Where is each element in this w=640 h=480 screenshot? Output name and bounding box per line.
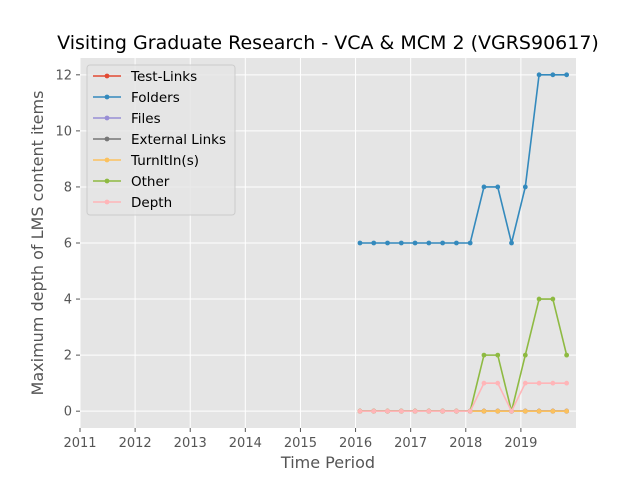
data-point-depth [481, 380, 487, 386]
data-point-depth [440, 408, 446, 414]
data-point-other [481, 352, 487, 358]
data-point-other [522, 352, 528, 358]
data-point-depth [564, 380, 570, 386]
data-point-folders [385, 240, 390, 246]
x-tick-label: 2015 [284, 436, 317, 451]
x-tick-label: 2011 [63, 436, 96, 451]
data-point-turnitin-s [495, 408, 501, 414]
x-tick-label: 2019 [504, 436, 537, 451]
x-tick-label: 2018 [449, 436, 482, 451]
data-point-folders [509, 240, 514, 246]
legend-marker [104, 199, 110, 205]
data-point-turnitin-s [536, 408, 542, 414]
data-point-other [564, 352, 570, 358]
legend: Test-Links Folders Files External Links Turn… [86, 64, 236, 216]
y-tick-label: 2 [64, 349, 72, 364]
legend-label: Folders [131, 90, 180, 106]
data-point-folders [398, 240, 404, 246]
y-tick-label: 0 [64, 405, 72, 420]
data-point-folders [522, 184, 528, 190]
data-point-depth [371, 408, 377, 414]
series-line-folders [359, 74, 567, 244]
data-point-folders [467, 240, 473, 246]
y-tick-label: 6 [64, 237, 72, 252]
x-axis: 2011 2012 2013 2014 2015 2016 2017 2018 2019 [63, 428, 537, 451]
y-tick-label: 10 [55, 124, 72, 139]
series-depth [357, 380, 570, 414]
x-tick-label: 2013 [174, 436, 207, 451]
legend-label: Other [131, 174, 170, 190]
data-point-folders [357, 240, 363, 246]
data-point-depth [467, 408, 473, 414]
series-line-depth [359, 382, 567, 413]
data-point-folders [426, 240, 432, 246]
y-axis: 0 2 4 6 8 10 12 [55, 68, 80, 420]
legend-marker [104, 94, 110, 100]
legend-marker [104, 136, 110, 142]
data-point-depth [509, 408, 514, 414]
legend-label: External Links [131, 132, 226, 148]
x-tick-label: 2014 [229, 436, 262, 451]
data-point-depth [412, 408, 418, 414]
data-point-depth [522, 380, 528, 386]
legend-label: Test-Links [130, 69, 197, 85]
data-point-folders [481, 184, 487, 190]
data-point-folders [536, 72, 542, 78]
data-point-folders [440, 240, 446, 246]
legend-label: Depth [131, 195, 172, 211]
data-point-turnitin-s [550, 408, 556, 414]
y-tick-label: 12 [55, 68, 72, 83]
data-point-folders [550, 72, 556, 78]
series-folders [357, 72, 570, 246]
legend-marker [104, 115, 110, 121]
data-point-depth [426, 408, 432, 414]
y-axis-label: Maximum depth of LMS content items [28, 91, 47, 396]
x-tick-label: 2017 [394, 436, 427, 451]
data-point-other [495, 352, 501, 358]
x-tick-label: 2016 [339, 436, 372, 451]
legend-item-folders: Folders [93, 90, 180, 106]
data-point-folders [412, 240, 418, 246]
data-point-turnitin-s [481, 408, 487, 414]
data-point-folders [371, 240, 377, 246]
legend-marker [104, 178, 110, 184]
series-layer [357, 72, 570, 414]
legend-box [86, 64, 236, 216]
data-point-depth [357, 408, 363, 414]
data-point-depth [536, 380, 542, 386]
data-point-folders [495, 184, 501, 190]
data-point-depth [550, 380, 556, 386]
legend-item-other: Other [93, 174, 170, 190]
data-point-turnitin-s [522, 408, 528, 414]
data-point-depth [398, 408, 404, 414]
data-point-depth [495, 380, 501, 386]
data-point-other [550, 296, 556, 302]
legend-marker [104, 157, 110, 163]
legend-label: TurnItIn(s) [130, 153, 199, 169]
legend-item-depth: Depth [93, 195, 172, 211]
x-axis-label: Time Period [280, 453, 375, 472]
legend-item-turnitin-s: TurnItIn(s) [93, 153, 199, 169]
legend-marker [104, 73, 110, 79]
legend-item-external-links: External Links [93, 132, 226, 148]
data-point-folders [564, 72, 570, 78]
chart-title: Visiting Graduate Research - VCA & MCM 2… [57, 32, 599, 54]
data-point-depth [454, 408, 459, 414]
legend-item-test-links: Test-Links [93, 69, 197, 85]
legend-label: Files [131, 111, 161, 127]
data-point-turnitin-s [564, 408, 570, 414]
legend-item-files: Files [93, 111, 161, 127]
data-point-folders [454, 240, 459, 246]
data-point-other [536, 296, 542, 302]
y-tick-label: 4 [64, 293, 72, 308]
y-tick-label: 8 [64, 180, 72, 195]
data-point-depth [385, 408, 390, 414]
x-tick-label: 2012 [119, 436, 152, 451]
